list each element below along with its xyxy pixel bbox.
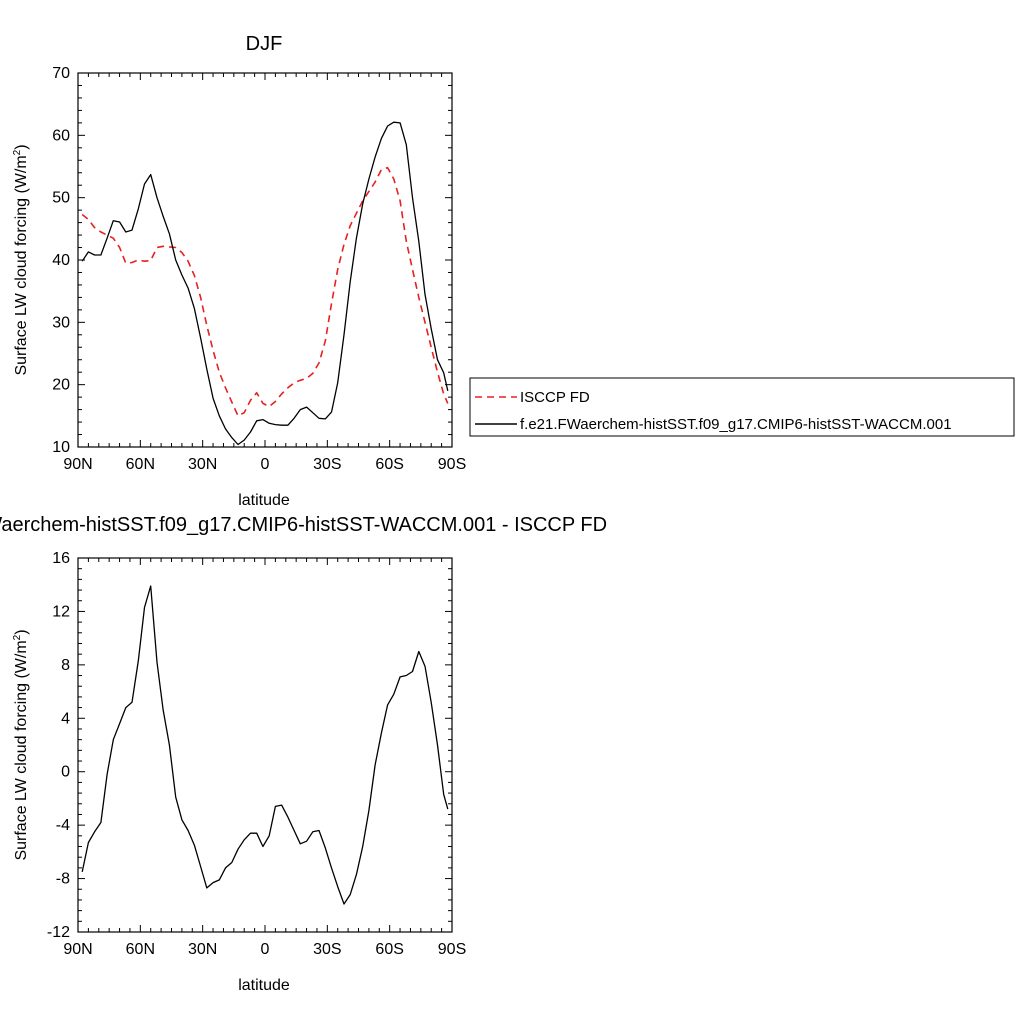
top-series-line-1 [81, 121, 449, 446]
top-series-group [81, 121, 449, 446]
bottom-axis-ticks: 90N 60N 30N 0 30S 60S 90S -12 -8 -4 0 4 8 12 16 [47, 550, 466, 958]
top-yaxis-label-main: Surface LW cloud forcing (W/m [13, 155, 30, 375]
top-xaxis-label: latitude [238, 492, 290, 509]
top-ytick-label: 70 [52, 65, 70, 82]
top-yaxis-label-sup: 2 [12, 149, 23, 155]
bottom-xtick-label: 60N [126, 941, 155, 958]
top-ytick-label: 10 [52, 439, 70, 456]
bottom-ytick-label: 8 [61, 657, 70, 674]
legend-label-model: f.e21.FWaerchem-histSST.f09_g17.CMIP6-hi… [520, 416, 952, 433]
bottom-yaxis-label: Surface LW cloud forcing (W/m2) [12, 629, 30, 860]
top-xtick-label: 60N [126, 456, 155, 473]
bottom-ytick-label: -4 [56, 817, 70, 834]
bottom-ytick-label: 12 [52, 603, 70, 620]
bottom-yaxis-label-end: ) [13, 629, 30, 634]
top-series-line-0 [81, 166, 449, 417]
bottom-series-group [81, 585, 449, 905]
bottom-chart-title: f.e21.FWaerchem-histSST.f09_g17.CMIP6-hi… [0, 514, 607, 536]
top-xtick-label: 30N [188, 456, 217, 473]
top-xtick-label: 60S [375, 456, 403, 473]
bottom-xtick-label: 90N [63, 941, 92, 958]
top-xtick-label: 30S [313, 456, 341, 473]
bottom-xtick-label: 60S [375, 941, 403, 958]
top-chart-title: DJF [246, 33, 283, 55]
legend-label-isccp: ISCCP FD [520, 389, 590, 406]
top-xtick-label: 90S [438, 456, 466, 473]
bottom-ytick-label: 4 [61, 710, 70, 727]
top-xtick-label: 90N [63, 456, 92, 473]
top-ytick-label: 40 [52, 252, 70, 269]
bottom-xaxis-label: latitude [238, 977, 290, 994]
legend-box [469, 377, 1015, 437]
bottom-ytick-label: -12 [47, 924, 70, 941]
top-xtick-label: 0 [261, 456, 270, 473]
bottom-xtick-label: 90S [438, 941, 466, 958]
bottom-xtick-label: 30S [313, 941, 341, 958]
top-ytick-label: 20 [52, 377, 70, 394]
bottom-ytick-label: 16 [52, 550, 70, 567]
legend: ISCCP FD f.e21.FWaerchem-histSST.f09_g17… [469, 377, 1015, 437]
bottom-yaxis-label-main: Surface LW cloud forcing (W/m [13, 640, 30, 860]
bottom-series-line-0 [81, 585, 449, 905]
bottom-panel: f.e21.FWaerchem-histSST.f09_g17.CMIP6-hi… [0, 514, 607, 994]
bottom-ytick-label: -8 [56, 871, 70, 888]
bottom-xtick-label: 30N [188, 941, 217, 958]
top-yaxis-label-end: ) [13, 144, 30, 149]
bottom-ytick-label: 0 [61, 764, 70, 781]
top-ytick-label: 50 [52, 190, 70, 207]
top-ytick-label: 60 [52, 127, 70, 144]
top-axis-ticks: 90N 60N 30N 0 30S 60S 90S 10 20 30 40 50 60 70 [52, 65, 466, 473]
bottom-xtick-label: 0 [261, 941, 270, 958]
top-panel: DJF 90N 60N 30N 0 30S 60S 90S 10 20 30 40 50 60 70 la… [12, 33, 466, 509]
top-ytick-label: 30 [52, 314, 70, 331]
bottom-yaxis-label-sup: 2 [12, 634, 23, 640]
top-yaxis-label: Surface LW cloud forcing (W/m2) [12, 144, 30, 375]
